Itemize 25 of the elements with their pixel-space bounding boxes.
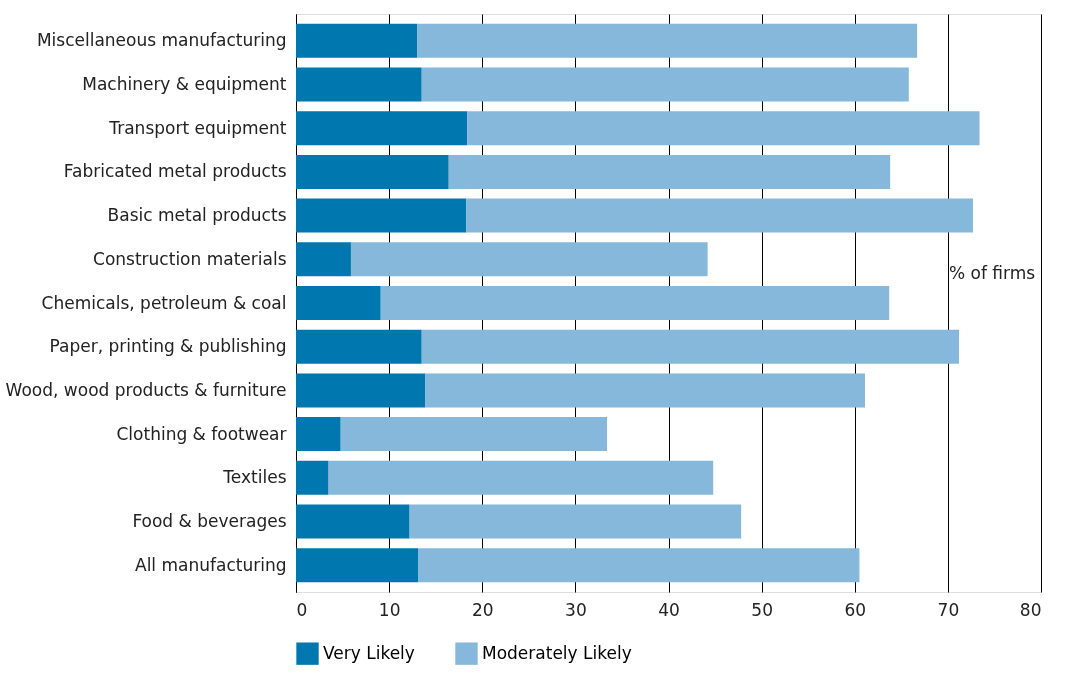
x-tick-label: 50 <box>751 599 773 620</box>
y-tick-label: Food & beverages <box>132 510 287 531</box>
y-tick-label: Miscellaneous manufacturing <box>36 30 287 51</box>
y-tick-label: Fabricated metal products <box>63 161 287 182</box>
y-tick-label: Textiles <box>222 467 287 488</box>
y-tick-label: Wood, wood products & furniture <box>5 379 287 400</box>
y-tick-label: Construction materials <box>93 248 287 269</box>
legend-label: Moderately Likely <box>482 642 632 663</box>
y-tick-label: Chemicals, petroleum & coal <box>41 292 287 313</box>
x-tick-label: 70 <box>937 599 960 620</box>
y-tick-label: All manufacturing <box>135 554 287 575</box>
y-tick-label: Transport equipment <box>108 117 287 138</box>
x-tick-label: 30 <box>565 599 587 620</box>
x-tick-label: 0 <box>296 599 308 620</box>
x-tick-label: 10 <box>378 599 401 620</box>
x-tick-label: 40 <box>658 599 680 620</box>
x-tick-label: 20 <box>471 599 494 620</box>
y-tick-label: Basic metal products <box>107 205 287 226</box>
y-tick-label: Paper, printing & publishing <box>49 336 287 357</box>
x-axis-title: % of firms <box>949 263 1036 284</box>
y-tick-label: Clothing & footwear <box>116 423 287 444</box>
legend-label: Very Likely <box>323 642 415 663</box>
y-tick-label: Machinery & equipment <box>82 74 287 95</box>
x-tick-label: 80 <box>1019 599 1042 620</box>
x-tick-label: 60 <box>844 599 867 620</box>
